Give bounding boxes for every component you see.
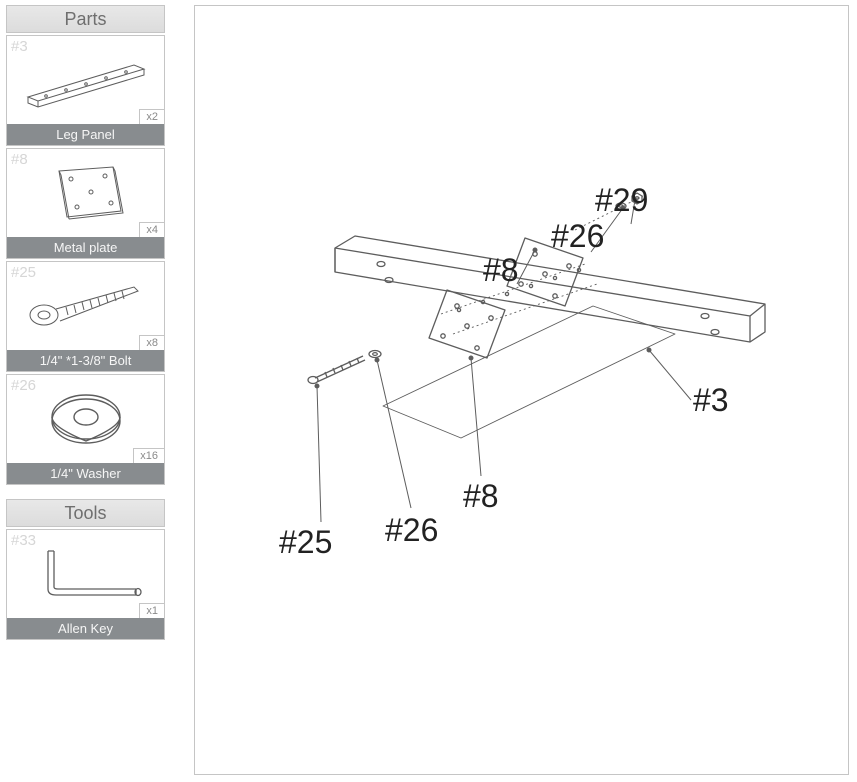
part-label: Allen Key: [7, 618, 164, 639]
part-label: Leg Panel: [7, 124, 164, 145]
callout-29: #29: [595, 182, 648, 219]
part-label: Metal plate: [7, 237, 164, 258]
part-qty: x1: [139, 603, 164, 618]
callout-25: #25: [279, 524, 332, 561]
part-thumb-leg-panel: x2: [7, 36, 164, 124]
callout-3: #3: [693, 382, 729, 419]
part-qty: x8: [139, 335, 164, 350]
part-qty: x2: [139, 109, 164, 124]
sidebar: Parts #3 x2 Leg Panel #8: [6, 5, 165, 642]
part-thumb-bolt: x8: [7, 262, 164, 350]
assembly-diagram: #29 #26 #8 #3 #8 #26 #25: [194, 5, 849, 775]
callout-8a: #8: [483, 252, 519, 289]
callout-8b: #8: [463, 478, 499, 515]
part-card-25: #25 x8 1/4" *1-3/8" Bolt: [6, 261, 165, 372]
part-label: 1/4" *1-3/8" Bolt: [7, 350, 164, 371]
part-card-33: #33 x1 Allen Key: [6, 529, 165, 640]
callout-26b: #26: [385, 512, 438, 549]
parts-header: Parts: [6, 5, 165, 33]
part-thumb-washer: x16: [7, 375, 164, 463]
part-qty: x4: [139, 222, 164, 237]
part-card-26: #26 x16 1/4" Washer: [6, 374, 165, 485]
part-thumb-metal-plate: x4: [7, 149, 164, 237]
part-thumb-allen-key: x1: [7, 530, 164, 618]
part-card-8: #8 x4 Metal plate: [6, 148, 165, 259]
part-label: 1/4" Washer: [7, 463, 164, 484]
callout-26a: #26: [551, 218, 604, 255]
part-qty: x16: [133, 448, 164, 463]
tools-header: Tools: [6, 499, 165, 527]
diagram-svg: [195, 6, 850, 776]
part-card-3: #3 x2 Leg Panel: [6, 35, 165, 146]
